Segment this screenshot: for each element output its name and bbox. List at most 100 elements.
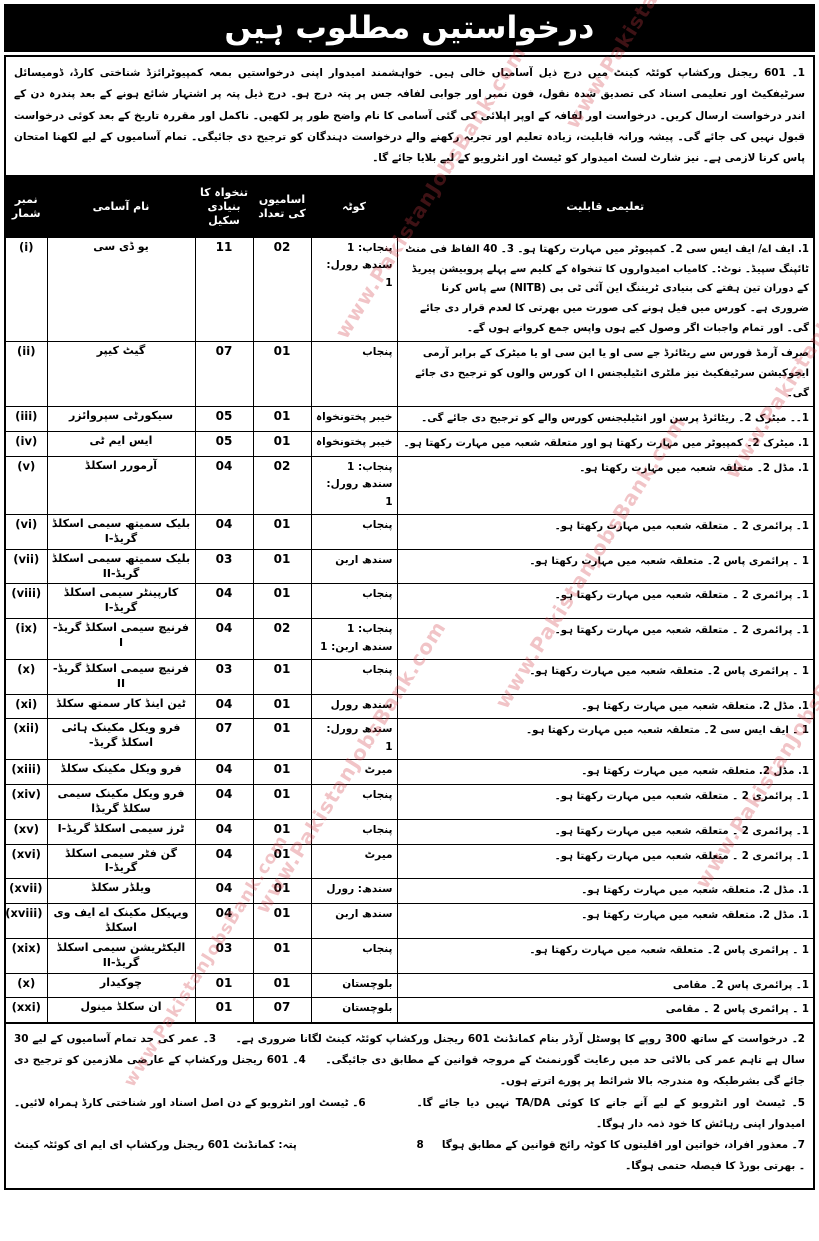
cell-scale: 03 bbox=[194, 658, 254, 695]
jobs-table: تعلیمی قابلیت کوٹہ اسامیوں کی تعداد تنخو… bbox=[4, 174, 815, 1025]
cell-serial: (v) bbox=[4, 455, 48, 516]
table-row: 1. مڈل 2۔ متعلقہ شعبہ میں مہارت رکھتا ہو… bbox=[4, 455, 815, 516]
cell-scale: 03 bbox=[194, 937, 254, 974]
table-row: 1۔ پرائمری 2 ۔ متعلقہ شعبہ میں مہارت رکھ… bbox=[4, 818, 815, 845]
table-row: 1. مڈل 2. متعلقہ شعبہ میں مہارت رکھتا ہو… bbox=[4, 903, 815, 939]
cell-qualification: 1. مڈل 2۔ متعلقہ شعبہ میں مہارت رکھتا ہو… bbox=[396, 455, 815, 516]
quota-line: سندھ رورل: 1 bbox=[326, 478, 393, 509]
cell-scale: 04 bbox=[194, 903, 254, 939]
cell-qualification: 1 ۔ ایف ایس سی 2۔ متعلقہ شعبہ میں مہارت … bbox=[396, 718, 815, 761]
cell-qualification: 1 ۔ پرائمری پاس 2 ۔ مقامی bbox=[396, 997, 815, 1024]
cell-post: آرمورر اسکلڈ bbox=[46, 455, 196, 516]
cell-qualification: 1۔ پرائمری 2 ۔ متعلقہ شعبہ میں مہارت رکھ… bbox=[396, 618, 815, 660]
table-row: 1. میٹرک 2۔ کمپیوٹر میں مہارت رکھتا ہو ا… bbox=[4, 430, 815, 457]
quota-line: بلوچستان bbox=[342, 1002, 393, 1015]
cell-post: ان سکلڈ مینول bbox=[46, 997, 196, 1024]
quota-line: سندھ اربن: 1 bbox=[320, 640, 393, 653]
quota-line: پنجاب bbox=[362, 823, 393, 836]
intro-number: 1۔ bbox=[791, 67, 806, 79]
cell-count: 01 bbox=[252, 430, 312, 457]
note-7-wrap: 7۔ معذور افراد، خواتین اور اقلیتوں کا کو… bbox=[417, 1135, 806, 1177]
cell-count: 02 bbox=[252, 236, 312, 343]
cell-post: سیکورٹی سپروائزر bbox=[46, 405, 196, 432]
table-row: 1۔۔ میٹرک 2۔ ریٹائرڈ پرسن اور انٹیلیجنس … bbox=[4, 405, 815, 432]
cell-count: 01 bbox=[252, 583, 312, 620]
cell-quota: سندھ رورل: 1 bbox=[310, 718, 398, 761]
quota-line: پنجاب bbox=[362, 346, 393, 359]
cell-qualification: 1 ۔ پرائمری پاس 2۔ متعلقہ شعبہ میں مہارت… bbox=[396, 937, 815, 974]
quota-line: بلوچستان bbox=[342, 977, 393, 990]
cell-qualification: 1۔ پرائمری 2 ۔ متعلقہ شعبہ میں مہارت رکھ… bbox=[396, 818, 815, 845]
cell-count: 01 bbox=[252, 878, 312, 905]
cell-scale: 04 bbox=[194, 618, 254, 660]
cell-post: ایس ایم ٹی bbox=[46, 430, 196, 457]
note-6-wrap: 6۔ ٹیسٹ اور انٹرویو کے دن اصل اسناد اور … bbox=[14, 1093, 403, 1135]
cell-post: فرو ویکل مکینک سیمی سکلڈ گریڈا bbox=[46, 783, 196, 820]
note-text-3: عمر کی حد تمام آسامیوں کے لیے 30 سال ہے … bbox=[14, 1033, 806, 1067]
cell-quota: خیبر پختونخواہ bbox=[310, 430, 398, 457]
cell-qualification: 1. مڈل 2. متعلقہ شعبہ میں مہارت رکھتا ہو… bbox=[396, 878, 815, 905]
cell-serial: (x) bbox=[4, 972, 48, 999]
cell-qualification: صرف آرمڈ فورس سے ریٹائرڈ جے سی او یا این… bbox=[396, 341, 815, 407]
note-number-3: 3۔ bbox=[202, 1033, 217, 1046]
table-row: 1. مڈل 2. متعلقہ شعبہ میں مہارت رکھتا ہو… bbox=[4, 693, 815, 720]
table-row: 1 ۔ پرائمری پاس 2۔ متعلقہ شعبہ میں مہارت… bbox=[4, 548, 815, 585]
cell-qualification: 1. ایف اے/ ایف ایس سی 2۔ کمپیوٹر میں مہا… bbox=[396, 236, 815, 343]
note-text-7: معذور افراد، خواتین اور اقلیتوں کا کوٹہ … bbox=[441, 1139, 789, 1152]
cell-quota: پنجاب: 1 سندھ رورل: 1 bbox=[310, 236, 398, 343]
cell-quota: بلوچستان bbox=[310, 972, 398, 999]
table-row: 1۔ پرائمری 2 ۔ متعلقہ شعبہ میں مہارت رکھ… bbox=[4, 618, 815, 660]
intro-text: 601 ریجنل ورکشاپ کوئٹہ کینٹ میں درج ذیل … bbox=[14, 67, 805, 165]
quota-line: پنجاب bbox=[362, 519, 393, 532]
table-row: 1 ۔ پرائمری پاس 2۔ متعلقہ شعبہ میں مہارت… bbox=[4, 658, 815, 695]
quota-line: میرٹ bbox=[364, 764, 393, 777]
cell-count: 01 bbox=[252, 514, 312, 550]
cell-serial: (xxi) bbox=[4, 997, 48, 1024]
table-row: 1 ۔ پرائمری پاس 2۔ متعلقہ شعبہ میں مہارت… bbox=[4, 937, 815, 974]
cell-count: 01 bbox=[252, 843, 312, 880]
quota-line: پنجاب: 1 bbox=[347, 623, 393, 636]
cell-quota: میرٹ bbox=[310, 759, 398, 785]
cell-serial: (vi) bbox=[4, 514, 48, 550]
cell-count: 01 bbox=[252, 903, 312, 939]
cell-scale: 04 bbox=[194, 693, 254, 720]
cell-post: ٹین اینڈ کار سمتھ سکلڈ bbox=[46, 693, 196, 720]
cell-scale: 04 bbox=[194, 843, 254, 880]
cell-count: 01 bbox=[252, 972, 312, 999]
quota-line: میرٹ bbox=[364, 848, 393, 861]
cell-quota: پنجاب bbox=[310, 818, 398, 845]
cell-post: فرنیچ سیمی اسکلڈ گریڈ-I bbox=[46, 618, 196, 660]
cell-serial: (i) bbox=[4, 236, 48, 343]
notes-section: 2۔ درخواست کے ساتھ 300 روپے کا پوسٹل آرڈ… bbox=[4, 1024, 815, 1190]
cell-quota: خیبر پختونخواہ bbox=[310, 405, 398, 432]
quota-line: پنجاب: 1 bbox=[347, 241, 393, 254]
note-text-5: ٹیسٹ اور انٹرویو کے لیے آنے جانے کا کوئی… bbox=[416, 1096, 806, 1130]
cell-quota: پنجاب bbox=[310, 783, 398, 820]
cell-count: 01 bbox=[252, 341, 312, 407]
cell-qualification: 1. مڈل 2. متعلقہ شعبہ میں مہارت رکھتا ہو… bbox=[396, 693, 815, 720]
cell-count: 01 bbox=[252, 548, 312, 585]
cell-scale: 04 bbox=[194, 455, 254, 516]
header-count: اسامیوں کی تعداد bbox=[252, 175, 312, 238]
cell-quota: میرٹ bbox=[310, 843, 398, 880]
cell-qualification: 1. مڈل 2. متعلقہ شعبہ میں مہارت رکھتا ہو… bbox=[396, 759, 815, 785]
cell-quota: بلوچستان bbox=[310, 997, 398, 1024]
quota-line: سندھ رورل: 1 bbox=[326, 259, 393, 290]
table-row: 1۔ پرائمری 2 ۔ متعلقہ شعبہ میں مہارت رکھ… bbox=[4, 783, 815, 820]
cell-qualification: 1 ۔ پرائمری پاس 2۔ متعلقہ شعبہ میں مہارت… bbox=[396, 548, 815, 585]
quota-line: پنجاب bbox=[362, 788, 393, 801]
address-text: کمانڈنٹ 601 ریجنل ورکشاپ ای ایم ای کوئٹہ… bbox=[14, 1139, 275, 1152]
table-row: 1. ایف اے/ ایف ایس سی 2۔ کمپیوٹر میں مہا… bbox=[4, 236, 815, 343]
quota-line: سندھ رورل: 1 bbox=[326, 723, 393, 754]
cell-serial: (iv) bbox=[4, 430, 48, 457]
cell-post: بلیک سمیتھ سیمی اسکلڈ گریڈ-II bbox=[46, 548, 196, 585]
note-number-2: 2۔ bbox=[791, 1033, 806, 1046]
cell-count: 01 bbox=[252, 937, 312, 974]
quota-line: پنجاب: 1 bbox=[347, 460, 393, 473]
header-scale: تنخواہ کا بنیادی سکیل bbox=[194, 175, 254, 238]
quota-line: سندھ رورل bbox=[330, 698, 393, 711]
note-text-8: بھرتی بورڈ کا فیصلہ حتمی ہوگا۔ bbox=[625, 1160, 796, 1173]
cell-scale: 04 bbox=[194, 878, 254, 905]
header-post: نام آسامی bbox=[46, 175, 196, 238]
